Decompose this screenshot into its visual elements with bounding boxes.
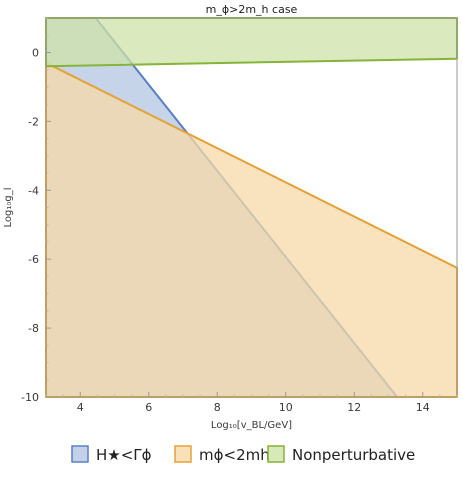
legend-label-hstar: H★<Γϕ xyxy=(96,446,152,464)
x-tick-label: 10 xyxy=(279,401,293,414)
x-tick-label: 8 xyxy=(214,401,221,414)
legend-swatch-mphi xyxy=(174,445,192,463)
ticks-layer: 4 6 8 10 12 14 0 -2 -4 -6 -8 -10 xyxy=(21,17,458,414)
x-tick-label: 4 xyxy=(77,401,84,414)
chart-title: m_ϕ>2m_h case xyxy=(206,3,298,16)
legend-swatch-nonpert xyxy=(267,445,285,463)
legend-label-mphi: mϕ<2mh xyxy=(199,446,270,464)
x-tick-label: 12 xyxy=(347,401,361,414)
region-mphi xyxy=(45,61,458,398)
y-tick-label: -4 xyxy=(28,184,39,197)
legend-label-nonpert: Nonperturbative xyxy=(292,446,415,464)
regions-layer xyxy=(45,17,458,398)
x-tick-label: 14 xyxy=(416,401,430,414)
y-tick-label: -8 xyxy=(28,322,39,335)
x-tick-label: 6 xyxy=(145,401,152,414)
legend: H★<Γϕ mϕ<2mh Nonperturbative xyxy=(71,445,415,464)
y-tick-label: -6 xyxy=(28,253,39,266)
y-tick-label: 0 xyxy=(32,46,39,59)
y-axis-title: Log₁₀g_l xyxy=(3,187,14,227)
y-tick-label: -10 xyxy=(21,391,39,404)
y-tick-label: -2 xyxy=(28,115,39,128)
x-axis-title: Log₁₀[v_BL/GeV] xyxy=(211,420,292,431)
region-nonpert xyxy=(45,17,458,68)
legend-swatch-hstar xyxy=(71,445,89,463)
